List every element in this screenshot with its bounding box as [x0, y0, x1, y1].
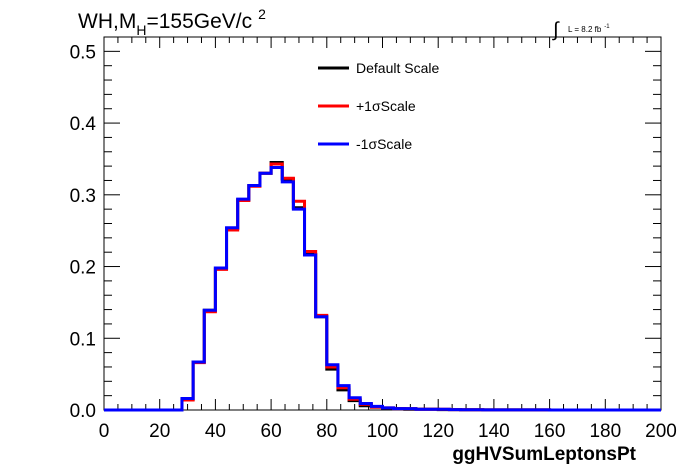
series-line-1 [104, 161, 661, 412]
x-tick-label: 40 [205, 421, 226, 442]
y-tick-label: 0.0 [70, 401, 96, 422]
legend: Default Scale +1σScale -1σScale [318, 60, 439, 152]
y-tick-label: 0.3 [70, 186, 96, 207]
legend-label: -1σScale [356, 136, 412, 152]
x-axis-label: ggHVSumLeptonsPt [452, 444, 636, 465]
y-tick-label: 0.2 [70, 258, 96, 279]
x-tick-label: 100 [367, 421, 399, 442]
x-tick-label: 20 [149, 421, 170, 442]
x-tick-label: 200 [645, 421, 677, 442]
series-line-2 [104, 162, 661, 412]
x-tick-label: 140 [478, 421, 510, 442]
lumi-label: L = 8.2 fb -1 [568, 24, 610, 34]
lumi-integral-sign: ∫ [552, 19, 560, 41]
y-tick-label: 0.5 [70, 42, 96, 63]
series-layer [104, 161, 661, 412]
chart-title: WH,MH=155GeV/c 2 [78, 6, 266, 38]
series-line-3 [104, 166, 661, 412]
x-tick-label: 180 [589, 421, 621, 442]
title-subscript: H [136, 22, 146, 38]
x-tick-label: 120 [422, 421, 454, 442]
title-superscript: 2 [258, 6, 266, 22]
y-tick-label: 0.1 [70, 329, 96, 350]
title-main: WH,M [78, 10, 136, 33]
axis-tick-labels: 0 20 40 60 80 100 120 140 160 180 200 0.0 0.1 0.2 0.3 0… [70, 42, 677, 442]
axis-ticks [103, 36, 662, 411]
x-tick-label: 60 [261, 421, 282, 442]
lumi-superscript: -1 [604, 24, 610, 30]
title-rest: =155GeV/c [146, 10, 252, 33]
x-tick-label: 80 [316, 421, 337, 442]
lumi-text: L = 8.2 fb [568, 25, 602, 34]
legend-label: Default Scale [356, 60, 439, 76]
legend-label: +1σScale [356, 98, 416, 114]
x-tick-label: 0 [99, 421, 110, 442]
x-tick-label: 160 [534, 421, 566, 442]
plot-frame [103, 36, 662, 411]
y-tick-label: 0.4 [70, 114, 97, 135]
